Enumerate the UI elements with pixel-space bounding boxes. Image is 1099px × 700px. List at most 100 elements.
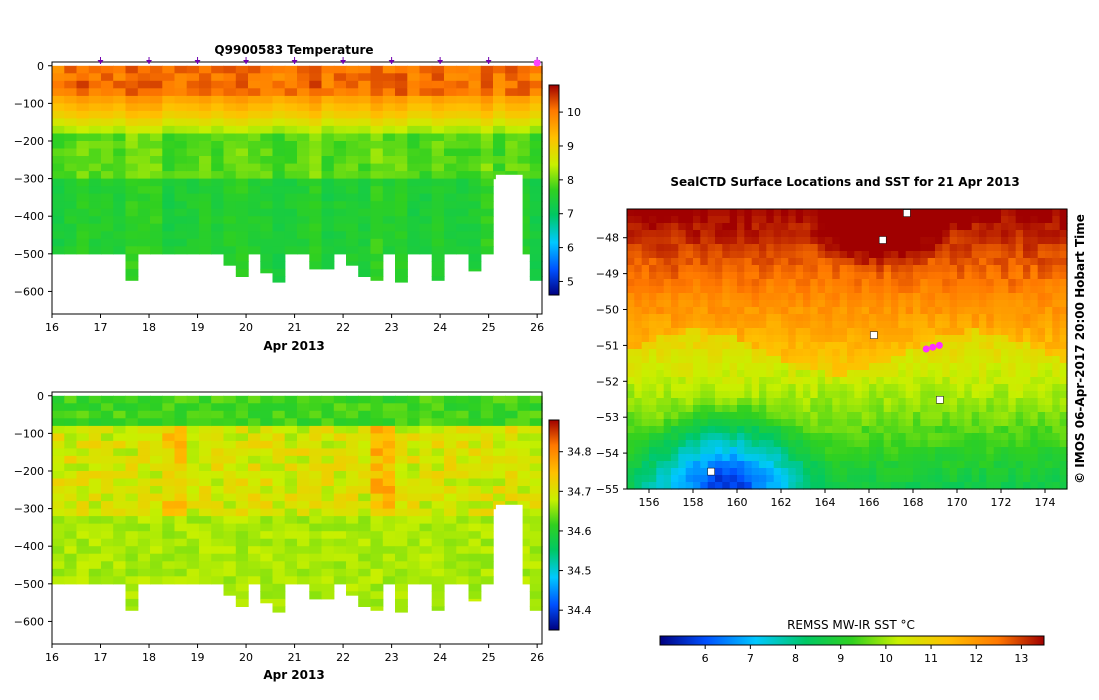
section-cell [223, 395, 237, 404]
sst-cell [935, 468, 943, 476]
sst-cell [766, 286, 775, 294]
sst-cell [766, 258, 775, 266]
section-cell [297, 88, 310, 97]
sst-cell [964, 342, 973, 350]
section-cell [419, 238, 433, 247]
sst-cell [707, 349, 716, 357]
sst-cell [744, 377, 753, 385]
section-cell [297, 568, 310, 577]
sst-cell [722, 272, 731, 280]
sst-cell [847, 482, 855, 490]
section-cell [223, 133, 237, 142]
sst-cell [861, 447, 870, 455]
sst-cell [1045, 314, 1053, 322]
section-cell [101, 531, 114, 540]
current-profile-marker [533, 59, 541, 67]
section-cell [358, 501, 372, 510]
section-cell [223, 455, 237, 464]
sst-cell [971, 475, 980, 483]
island [870, 331, 878, 339]
section-cell [88, 88, 102, 97]
section-cell [150, 103, 163, 112]
section-cell [199, 231, 212, 240]
sst-cell [927, 377, 936, 385]
sst-cell [1045, 440, 1053, 448]
section-cell [431, 425, 445, 434]
sst-cell [1045, 251, 1053, 259]
sst-cell [751, 405, 760, 413]
section-cell [382, 171, 396, 180]
sst-cell [641, 475, 650, 483]
section-cell [101, 433, 114, 442]
section-cell [199, 425, 212, 434]
section-cell [52, 395, 65, 404]
sst-cell [986, 272, 995, 280]
section-cell [52, 73, 65, 82]
sst-cell [993, 391, 1002, 399]
section-cell [174, 231, 188, 240]
sst-cell [891, 412, 899, 420]
sst-cell [634, 307, 643, 315]
sst-cell [737, 293, 745, 301]
sst-cell [649, 426, 657, 434]
sst-cell [1037, 454, 1046, 462]
sst-cell [883, 468, 892, 476]
section-cell [358, 486, 372, 495]
section-cell [309, 523, 323, 532]
x-tick-label: 23 [385, 651, 399, 664]
sst-cell [920, 412, 929, 420]
sst-cell [1059, 314, 1068, 322]
section-cell [431, 486, 445, 495]
section-cell [346, 410, 359, 419]
section-cell [101, 576, 114, 585]
sst-cell [927, 237, 936, 245]
section-cell [113, 410, 127, 419]
section-cell [52, 425, 65, 434]
section-cell [529, 125, 543, 134]
sst-cell [905, 454, 914, 462]
sst-cell [707, 447, 716, 455]
sst-cell [979, 412, 987, 420]
section-cell [309, 193, 323, 202]
sst-cell [751, 342, 760, 350]
section-cell [333, 403, 347, 412]
sst-cell [993, 286, 1002, 294]
section-cell [468, 201, 482, 210]
map-lat-axis: −48−49−50−51−52−53−54−55 [596, 232, 627, 496]
section-cell [235, 425, 249, 434]
sst-cell [773, 398, 782, 406]
sst-cell [957, 230, 965, 238]
section-cell [517, 440, 531, 449]
sst-cell [722, 307, 731, 315]
sst-cell [825, 230, 833, 238]
sst-cell [935, 440, 943, 448]
sst-cell [927, 279, 936, 287]
sst-cell [627, 279, 635, 287]
x-tick-label: 24 [433, 321, 447, 334]
sst-cell [671, 447, 679, 455]
section-cell [395, 471, 408, 480]
section-cell [211, 516, 225, 525]
sst-cell [1052, 412, 1061, 420]
section-cell [358, 440, 372, 449]
sst-cell [1008, 384, 1017, 392]
section-cell [113, 576, 127, 585]
sst-cell [964, 384, 973, 392]
section-cell [517, 141, 531, 150]
sst-cell [656, 475, 665, 483]
sst-cell [949, 349, 958, 357]
sst-cell [993, 384, 1002, 392]
sst-cell [737, 482, 745, 490]
sst-cell [839, 209, 848, 217]
section-cell [321, 95, 335, 104]
sst-cell [700, 391, 709, 399]
section-cell [186, 531, 200, 540]
sst-cell [715, 258, 723, 266]
section-cell [431, 448, 445, 457]
section-cell [272, 403, 286, 412]
sst-cell [663, 258, 672, 266]
sst-cell [898, 307, 907, 315]
sst-cell [693, 209, 701, 217]
sst-cell [1059, 335, 1068, 343]
sst-cell [1023, 412, 1031, 420]
